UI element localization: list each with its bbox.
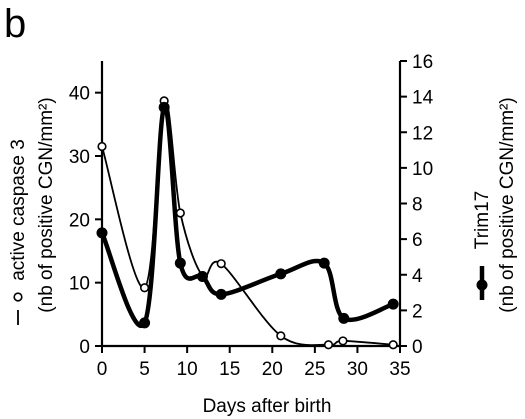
right-y-tick-label-4: 8 [412, 195, 423, 216]
right-y-tick-label-1: 2 [412, 301, 423, 322]
x-tick-label-7: 35 [389, 359, 410, 380]
right-y-tick-label-8: 16 [412, 52, 433, 73]
left-axis-title-group: active caspase 3 [8, 139, 29, 325]
trim17-point-1 [139, 317, 151, 329]
caspase-point-7 [323, 340, 334, 350]
x-tick-label-0: 0 [97, 359, 108, 380]
right-axis-title-line2: (nb of positive CGN/mm²) [497, 97, 518, 312]
caspase-point-3 [175, 208, 185, 218]
x-tick-label-3: 15 [219, 359, 240, 380]
trim17-series-line [99, 105, 396, 329]
trim17-point-0 [96, 227, 108, 239]
x-tick-label-1: 5 [139, 359, 150, 380]
left-y-tick-label-3: 30 [69, 147, 90, 168]
caspase-point-0 [97, 141, 107, 152]
trim17-point-5 [215, 288, 227, 300]
right-y-tick-label-3: 6 [412, 230, 423, 251]
trim17-point-3 [174, 257, 186, 269]
trim17-point-4 [196, 271, 208, 283]
x-tick-label-6: 30 [347, 359, 368, 380]
trim17-point-8 [338, 312, 350, 324]
x-tick-label-4: 20 [262, 359, 283, 380]
left-y-tick-label-0: 0 [79, 337, 90, 358]
trim17-point-2 [158, 101, 170, 113]
x-tick-label-5: 25 [304, 359, 325, 380]
series-group [96, 96, 399, 350]
right-y-tick-label-0: 0 [412, 337, 423, 358]
left-y-tick-label-2: 20 [69, 210, 90, 231]
left-y-tick-label-4: 40 [69, 84, 90, 105]
trim17-point-7 [318, 257, 330, 269]
caspase-series-line [101, 99, 395, 347]
caspase-point-8 [338, 336, 348, 346]
caspase-point-1 [139, 283, 150, 293]
caspase-point-6 [276, 331, 286, 341]
left-y-tick-label-1: 10 [69, 274, 90, 295]
right-axis-title-line1: Trim17 [472, 191, 493, 249]
x-tick-label-2: 10 [177, 359, 198, 380]
right-y-tick-label-5: 10 [412, 159, 433, 180]
caspase-point-9 [388, 340, 398, 350]
trim17-point-6 [275, 268, 287, 280]
x-axis-title: Days after birth [203, 396, 332, 417]
right-y-tick-label-7: 14 [412, 88, 434, 109]
right-y-tick-label-2: 4 [412, 266, 423, 287]
trim17-legend-marker [476, 279, 488, 291]
right-y-tick-label-6: 12 [412, 123, 433, 144]
left-axis-title-line1: active caspase 3 [8, 139, 29, 281]
panel-label: b [4, 2, 27, 46]
caspase-point-5 [216, 259, 226, 269]
left-axis-title-line2: (nb of positive CGN/mm²) [36, 97, 57, 312]
trim17-point-9 [387, 298, 399, 310]
caspase-legend-marker [13, 292, 23, 302]
